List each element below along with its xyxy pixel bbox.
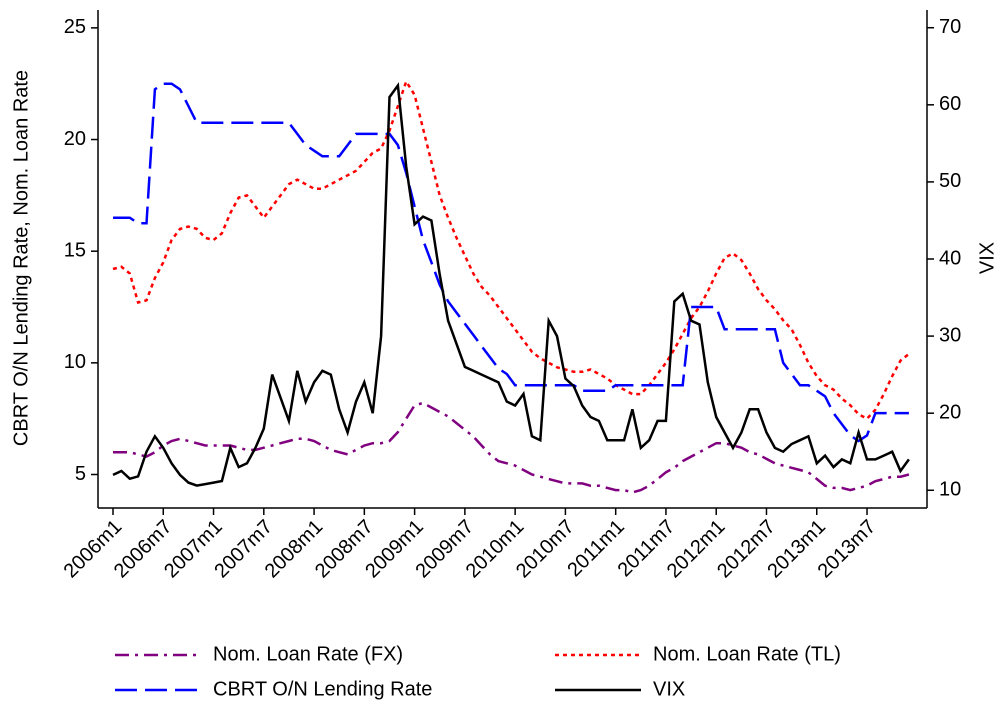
- series-line: [113, 401, 910, 494]
- legend-label: Nom. Loan Rate (FX): [213, 643, 403, 665]
- y-tick-label: 15: [64, 239, 86, 261]
- legend-label: CBRT O/N Lending Rate: [213, 678, 432, 700]
- y-tick-label: 25: [64, 16, 86, 38]
- y-tick-label: 20: [64, 128, 86, 150]
- legend-label: VIX: [653, 678, 685, 700]
- series-line: [112, 82, 910, 487]
- y-axis-label: CBRT O/N Lending Rate, Nom. Loan Rate: [10, 70, 32, 446]
- y2-axis-label: VIX: [976, 242, 998, 274]
- y2-tick-label: 50: [939, 170, 961, 192]
- y-tick-label: 10: [64, 351, 86, 373]
- legend-label: Nom. Loan Rate (TL): [653, 643, 841, 665]
- series-line: [113, 82, 909, 443]
- y2-tick-label: 60: [939, 93, 961, 115]
- y2-tick-label: 70: [939, 16, 961, 38]
- series-line: [112, 78, 910, 421]
- y2-tick-label: 40: [939, 247, 961, 269]
- y2-tick-label: 20: [939, 401, 961, 423]
- y2-tick-label: 30: [939, 324, 961, 346]
- y-tick-label: 5: [75, 463, 86, 485]
- y2-tick-label: 10: [939, 479, 961, 501]
